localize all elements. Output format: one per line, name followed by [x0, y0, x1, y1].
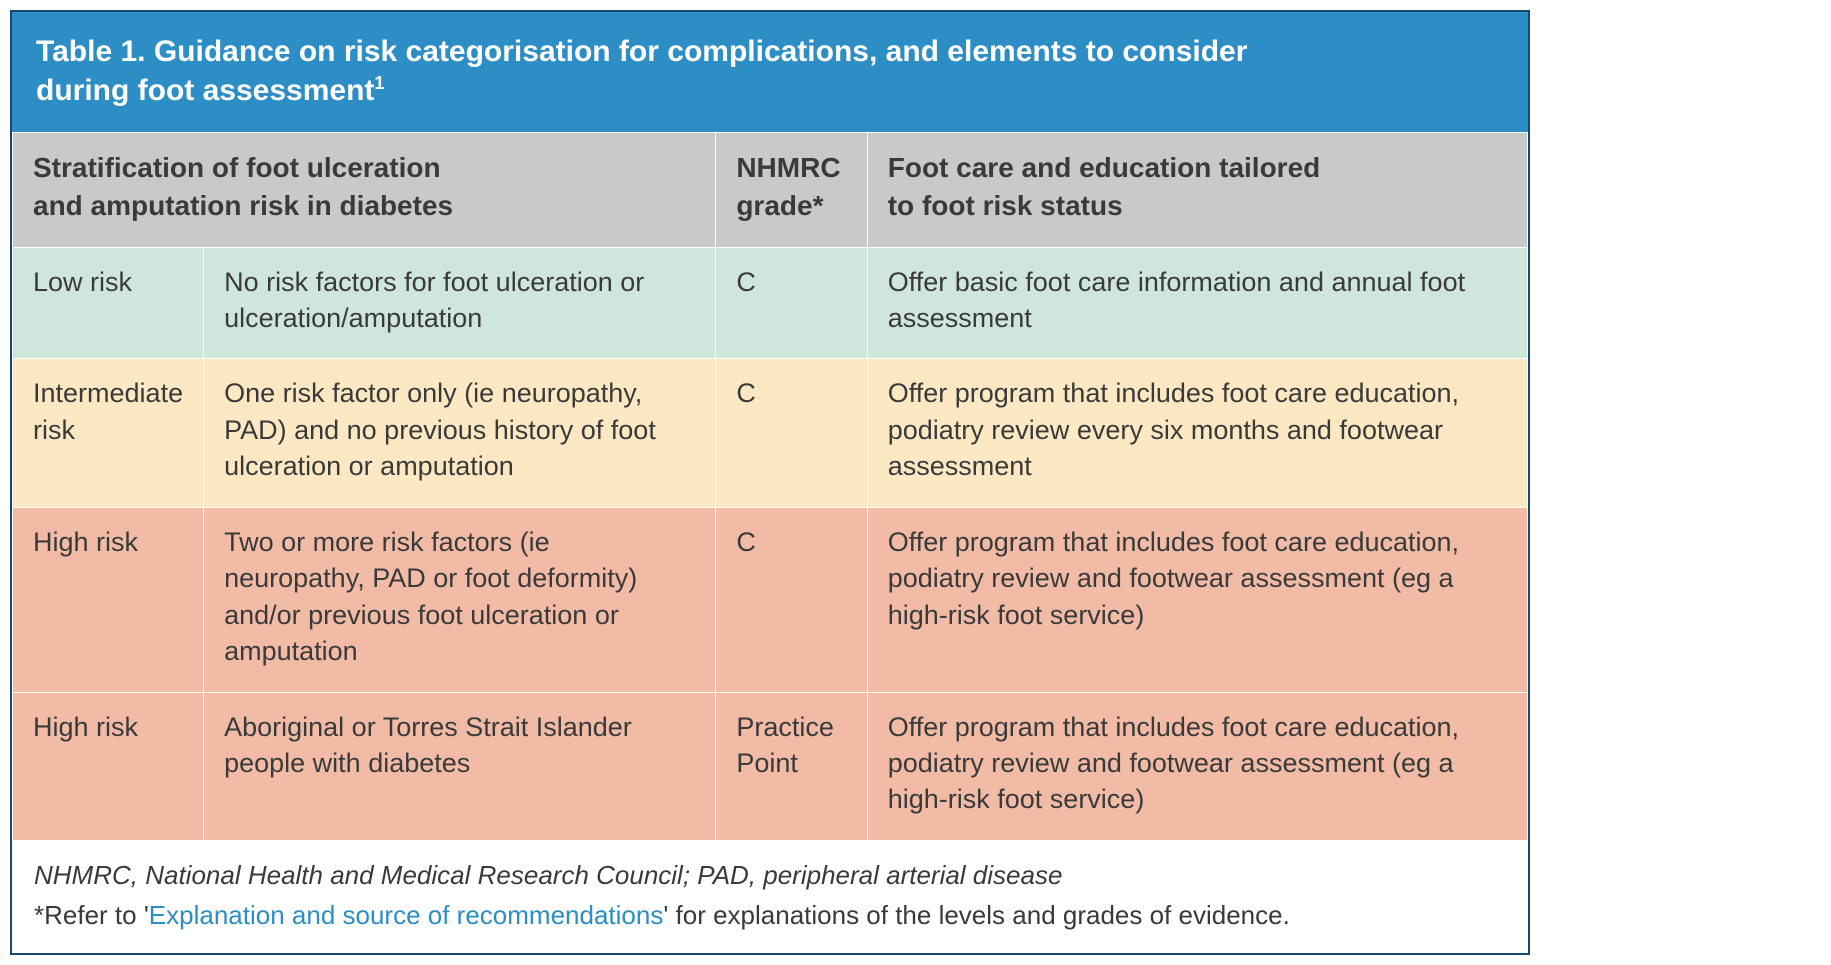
table-title: Table 1. Guidance on risk categorisation…: [12, 12, 1528, 132]
cell-grade: C: [716, 359, 867, 507]
table-row: Low risk No risk factors for foot ulcera…: [13, 247, 1528, 359]
cell-desc: One risk factor only (ie neuropathy, PAD…: [204, 359, 716, 507]
cell-risk: Intermediate risk: [13, 359, 204, 507]
cell-care: Offer program that includes foot care ed…: [867, 359, 1527, 507]
footer-note-suffix: ' for explanations of the levels and gra…: [663, 900, 1289, 930]
footer-note: *Refer to 'Explanation and source of rec…: [34, 895, 1506, 935]
footer-note-prefix: *Refer to ': [34, 900, 149, 930]
cell-care: Offer basic foot care information and an…: [867, 247, 1527, 359]
cell-desc: Two or more risk factors (ie neuropathy,…: [204, 507, 716, 692]
header-care: Foot care and education tailored to foot…: [867, 133, 1527, 248]
cell-grade: Practice Point: [716, 692, 867, 840]
table-footer: NHMRC, National Health and Medical Resea…: [12, 841, 1528, 954]
footer-abbreviations: NHMRC, National Health and Medical Resea…: [34, 855, 1506, 895]
header-grade: NHMRC grade*: [716, 133, 867, 248]
title-line-1: Table 1. Guidance on risk categorisation…: [36, 35, 1247, 68]
table-container: Table 1. Guidance on risk categorisation…: [10, 10, 1530, 955]
cell-desc: No risk factors for foot ulceration or u…: [204, 247, 716, 359]
cell-desc: Aboriginal or Torres Strait Islander peo…: [204, 692, 716, 840]
cell-grade: C: [716, 247, 867, 359]
cell-care: Offer program that includes foot care ed…: [867, 692, 1527, 840]
title-superscript: 1: [374, 73, 384, 93]
table-body: Low risk No risk factors for foot ulcera…: [13, 247, 1528, 840]
table-row: High risk Aboriginal or Torres Strait Is…: [13, 692, 1528, 840]
table-head: Stratification of foot ulceration and am…: [13, 133, 1528, 248]
cell-grade: C: [716, 507, 867, 692]
cell-risk: Low risk: [13, 247, 204, 359]
header-stratification: Stratification of foot ulceration and am…: [13, 133, 716, 248]
header-row: Stratification of foot ulceration and am…: [13, 133, 1528, 248]
title-line-2: during foot assessment: [36, 74, 374, 107]
footer-link[interactable]: Explanation and source of recommendation…: [149, 900, 664, 930]
table-row: Intermediate risk One risk factor only (…: [13, 359, 1528, 507]
cell-risk: High risk: [13, 507, 204, 692]
table-row: High risk Two or more risk factors (ie n…: [13, 507, 1528, 692]
cell-risk: High risk: [13, 692, 204, 840]
cell-care: Offer program that includes foot care ed…: [867, 507, 1527, 692]
risk-table: Stratification of foot ulceration and am…: [12, 132, 1528, 841]
